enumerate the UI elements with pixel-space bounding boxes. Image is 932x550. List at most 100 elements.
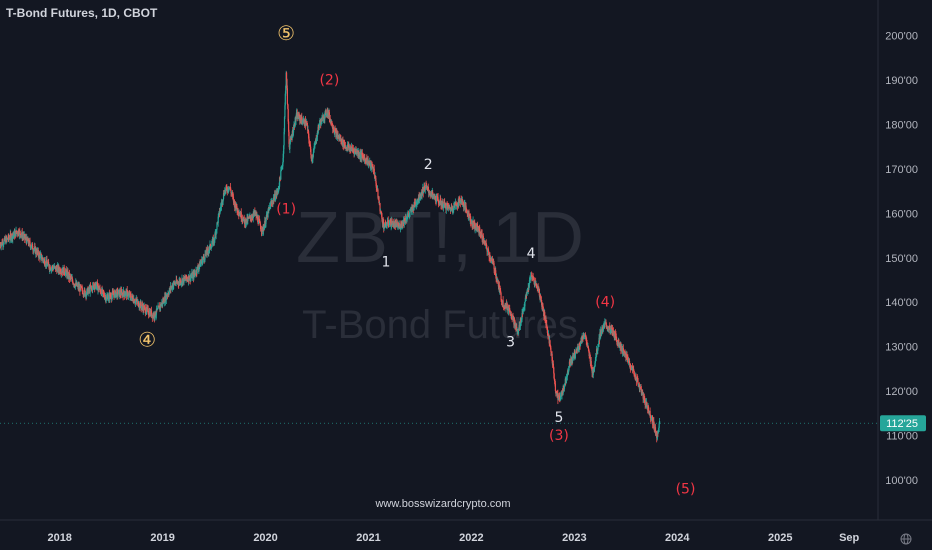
candle-body — [485, 242, 487, 245]
candle-body — [160, 304, 162, 307]
candle-body — [502, 300, 504, 307]
candle-body — [201, 260, 204, 264]
candle-body — [630, 368, 632, 370]
candle-body — [562, 385, 564, 394]
candle-body — [289, 143, 291, 149]
candle-body — [156, 308, 158, 311]
candle-body — [500, 292, 502, 300]
candle-body — [627, 357, 629, 361]
candle-body — [432, 192, 434, 196]
candle-body — [119, 291, 121, 295]
candle-body — [168, 294, 170, 295]
candle-body — [80, 285, 82, 288]
candle-body — [228, 187, 230, 190]
wave-label: ⑤ — [277, 21, 295, 45]
candle-body — [271, 201, 273, 203]
candle-body — [366, 157, 368, 164]
candle-body — [353, 149, 356, 154]
candle-body — [89, 286, 91, 293]
candle-body — [240, 212, 242, 219]
candle-body — [302, 120, 305, 123]
candle-body — [575, 350, 577, 353]
candle-body — [354, 149, 356, 151]
candle-body — [609, 325, 611, 329]
candle-body — [288, 131, 290, 144]
candle-body — [301, 120, 303, 124]
candle-body — [442, 207, 445, 209]
candle-body — [163, 299, 165, 303]
candle-body — [438, 203, 440, 205]
candle-body — [44, 264, 46, 266]
candle-body — [276, 192, 278, 195]
candle-body — [123, 290, 125, 294]
candle-body — [6, 238, 9, 240]
candle-body — [297, 114, 299, 118]
candle-body — [486, 244, 488, 249]
candle-body — [175, 283, 177, 285]
candle-body — [626, 355, 628, 358]
candle-body — [3, 243, 5, 245]
candle-body — [587, 346, 589, 349]
candle-body — [369, 163, 372, 167]
candle-body — [17, 230, 20, 234]
globe-icon[interactable] — [900, 533, 912, 545]
candle-body — [61, 271, 63, 273]
candle-body — [302, 122, 304, 124]
candle-body — [658, 423, 660, 428]
candle-body — [425, 185, 427, 188]
candle-body — [116, 289, 118, 297]
candle-body — [364, 158, 366, 161]
candle-body — [528, 284, 530, 289]
candle-body — [394, 222, 396, 224]
candle-body — [489, 258, 491, 260]
candle-body — [348, 145, 350, 149]
candle-body — [493, 262, 495, 264]
candle-body — [461, 202, 463, 204]
candle-body — [311, 158, 314, 162]
candle-body — [439, 198, 442, 201]
candle-body — [472, 220, 475, 226]
candle-body — [310, 149, 312, 155]
candle-body — [506, 303, 508, 310]
candle-body — [651, 418, 653, 419]
candle-body — [208, 250, 210, 253]
candle-body — [639, 388, 641, 390]
candle-body — [234, 203, 237, 210]
candle-body — [99, 289, 102, 293]
candle-body — [636, 377, 638, 383]
candle-body — [48, 264, 50, 269]
candle-body — [332, 127, 334, 130]
candle-body — [220, 206, 222, 208]
wave-label: (5) — [676, 481, 696, 497]
candle-body — [512, 315, 514, 317]
y-tick-label: 110'00 — [886, 431, 918, 443]
candle-body — [519, 326, 521, 328]
candle-body — [131, 295, 134, 298]
candle-body — [80, 286, 83, 288]
candle-body — [427, 187, 429, 191]
price-axis[interactable]: 200'00 190'00 180'00 170'00 160'00 150'00 140'… — [885, 31, 918, 487]
candle-body — [73, 284, 76, 286]
candle-body — [232, 193, 234, 196]
candle-body — [586, 344, 588, 345]
candle-body — [579, 342, 581, 346]
candle-body — [180, 283, 182, 284]
candle-body — [381, 212, 383, 217]
candle-body — [452, 209, 454, 211]
candle-body — [649, 416, 652, 419]
candle-body — [44, 264, 46, 266]
time-axis[interactable]: 2018 2019 2020 2021 2022 2023 2024 2025 Sep — [47, 532, 859, 544]
candle-body — [294, 126, 296, 128]
y-tick-label: 200'00 — [885, 31, 918, 43]
candle-body — [609, 329, 612, 334]
candle-body — [566, 376, 568, 378]
candle-body — [411, 207, 413, 212]
last-price-badge: 112'25 — [0, 415, 926, 432]
candle-body — [269, 203, 272, 209]
candle-body — [37, 250, 39, 256]
candle-body — [138, 306, 140, 308]
candle-body — [313, 145, 316, 147]
candle-body — [33, 249, 35, 252]
candle-body — [108, 294, 110, 299]
